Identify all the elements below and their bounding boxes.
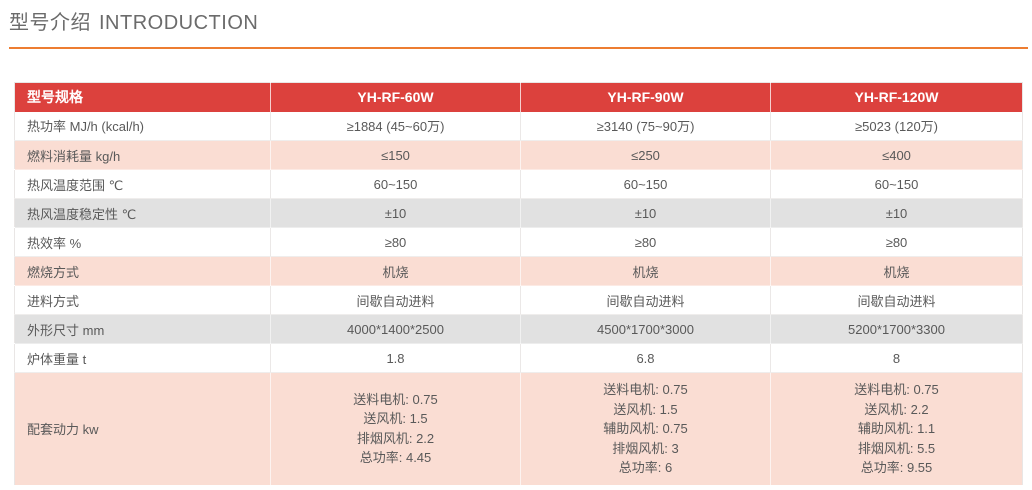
- row-value: 机烧: [270, 256, 521, 286]
- row-label: 进料方式: [14, 285, 271, 315]
- header-cell-model: YH-RF-120W: [770, 82, 1023, 112]
- table-row: 热功率 MJ/h (kcal/h) ≥1884 (45~60万) ≥3140 (75…: [14, 111, 1023, 141]
- row-value: ±10: [770, 198, 1023, 228]
- spec-table: 型号规格 YH-RF-60W YH-RF-90W YH-RF-120W 热功率 MJ/…: [14, 82, 1023, 486]
- row-value: 间歇自动进料: [270, 285, 521, 315]
- page-title-en: INTRODUCTION: [99, 12, 259, 34]
- row-value: ≤250: [520, 140, 771, 170]
- table-row: 外形尺寸 mm 4000*1400*2500 4500*1700*3000 5200*…: [14, 314, 1023, 344]
- value-line: 送料电机: 0.75: [353, 391, 438, 407]
- row-value: 4500*1700*3000: [520, 314, 771, 344]
- page-header: 型号介绍 INTRODUCTION: [0, 0, 1032, 49]
- row-label: 热风温度稳定性 ℃: [14, 198, 271, 228]
- row-value: 间歇自动进料: [770, 285, 1023, 315]
- value-line: 送料电机: 0.75: [603, 382, 688, 397]
- table-row: 配套动力 kw 送料电机: 0.75 送风机: 1.5 排烟风机: 2.2 总功率: 4…: [14, 372, 1023, 486]
- row-value: 间歇自动进料: [520, 285, 771, 315]
- value-line: 送料电机: 0.75: [854, 382, 939, 397]
- header-cell-model: YH-RF-60W: [270, 82, 521, 112]
- table-body: 热功率 MJ/h (kcal/h) ≥1884 (45~60万) ≥3140 (75…: [14, 111, 1023, 486]
- row-value: 60~150: [270, 169, 521, 199]
- row-label: 燃料消耗量 kg/h: [14, 140, 271, 170]
- header-cell-label: 型号规格: [14, 82, 271, 112]
- value-line: 总功率: 6: [618, 460, 673, 475]
- title-divider: [9, 47, 1028, 49]
- row-value: ≥3140 (75~90万): [520, 111, 771, 141]
- table-row: 燃烧方式 机烧 机烧 机烧: [14, 256, 1023, 286]
- row-value: ≥80: [770, 227, 1023, 257]
- table-row: 热效率 % ≥80 ≥80 ≥80: [14, 227, 1023, 257]
- value-line: 排烟风机: 3: [612, 440, 679, 456]
- row-value: ≥1884 (45~60万): [270, 111, 521, 141]
- row-label: 配套动力 kw: [14, 372, 271, 486]
- row-value: 8: [770, 343, 1023, 373]
- row-value: ≥80: [270, 227, 521, 257]
- row-value: 送料电机: 0.75 送风机: 2.2 辅助风机: 1.1 排烟风机: 5.5 总功率:…: [770, 372, 1023, 486]
- row-value: 6.8: [520, 343, 771, 373]
- table-row: 炉体重量 t 1.8 6.8 8: [14, 343, 1023, 373]
- value-line: 辅助风机: 0.75: [603, 421, 688, 436]
- value-line: 辅助风机: 1.1: [857, 421, 936, 436]
- row-value: ≤400: [770, 140, 1023, 170]
- value-line: 排烟风机: 5.5: [857, 440, 936, 456]
- value-line: 总功率: 4.45: [359, 450, 432, 466]
- row-value: 60~150: [770, 169, 1023, 199]
- row-label: 热功率 MJ/h (kcal/h): [14, 111, 271, 141]
- table-row: 进料方式 间歇自动进料 间歇自动进料 间歇自动进料: [14, 285, 1023, 315]
- row-label: 热效率 %: [14, 227, 271, 257]
- row-value: 60~150: [520, 169, 771, 199]
- value-line: 送风机: 2.2: [864, 401, 929, 417]
- header-cell-model: YH-RF-90W: [520, 82, 771, 112]
- row-value: 机烧: [520, 256, 771, 286]
- table-header-row: 型号规格 YH-RF-60W YH-RF-90W YH-RF-120W: [14, 82, 1023, 112]
- row-value: ±10: [520, 198, 771, 228]
- value-line: 排烟风机: 2.2: [356, 430, 435, 446]
- row-label: 炉体重量 t: [14, 343, 271, 373]
- row-value: ≥5023 (120万): [770, 111, 1023, 141]
- row-value: ±10: [270, 198, 521, 228]
- row-value: ≥80: [520, 227, 771, 257]
- row-label: 燃烧方式: [14, 256, 271, 286]
- table-row: 热风温度范围 ℃ 60~150 60~150 60~150: [14, 169, 1023, 199]
- row-value: 送料电机: 0.75 送风机: 1.5 排烟风机: 2.2 总功率: 4.45: [270, 372, 521, 486]
- row-label: 热风温度范围 ℃: [14, 169, 271, 199]
- row-value: 5200*1700*3300: [770, 314, 1023, 344]
- table-row: 燃料消耗量 kg/h ≤150 ≤250 ≤400: [14, 140, 1023, 170]
- row-value: 4000*1400*2500: [270, 314, 521, 344]
- row-value: ≤150: [270, 140, 521, 170]
- row-label: 外形尺寸 mm: [14, 314, 271, 344]
- page-title-zh: 型号介绍: [9, 12, 91, 34]
- row-value: 送料电机: 0.75 送风机: 1.5 辅助风机: 0.75 排烟风机: 3 总功率: …: [520, 372, 771, 486]
- table-row: 热风温度稳定性 ℃ ±10 ±10 ±10: [14, 198, 1023, 228]
- value-line: 送风机: 1.5: [613, 401, 678, 417]
- row-value: 机烧: [770, 256, 1023, 286]
- row-value: 1.8: [270, 343, 521, 373]
- value-line: 送风机: 1.5: [363, 411, 428, 427]
- value-line: 总功率: 9.55: [860, 460, 933, 475]
- page-title: 型号介绍 INTRODUCTION: [9, 9, 1028, 37]
